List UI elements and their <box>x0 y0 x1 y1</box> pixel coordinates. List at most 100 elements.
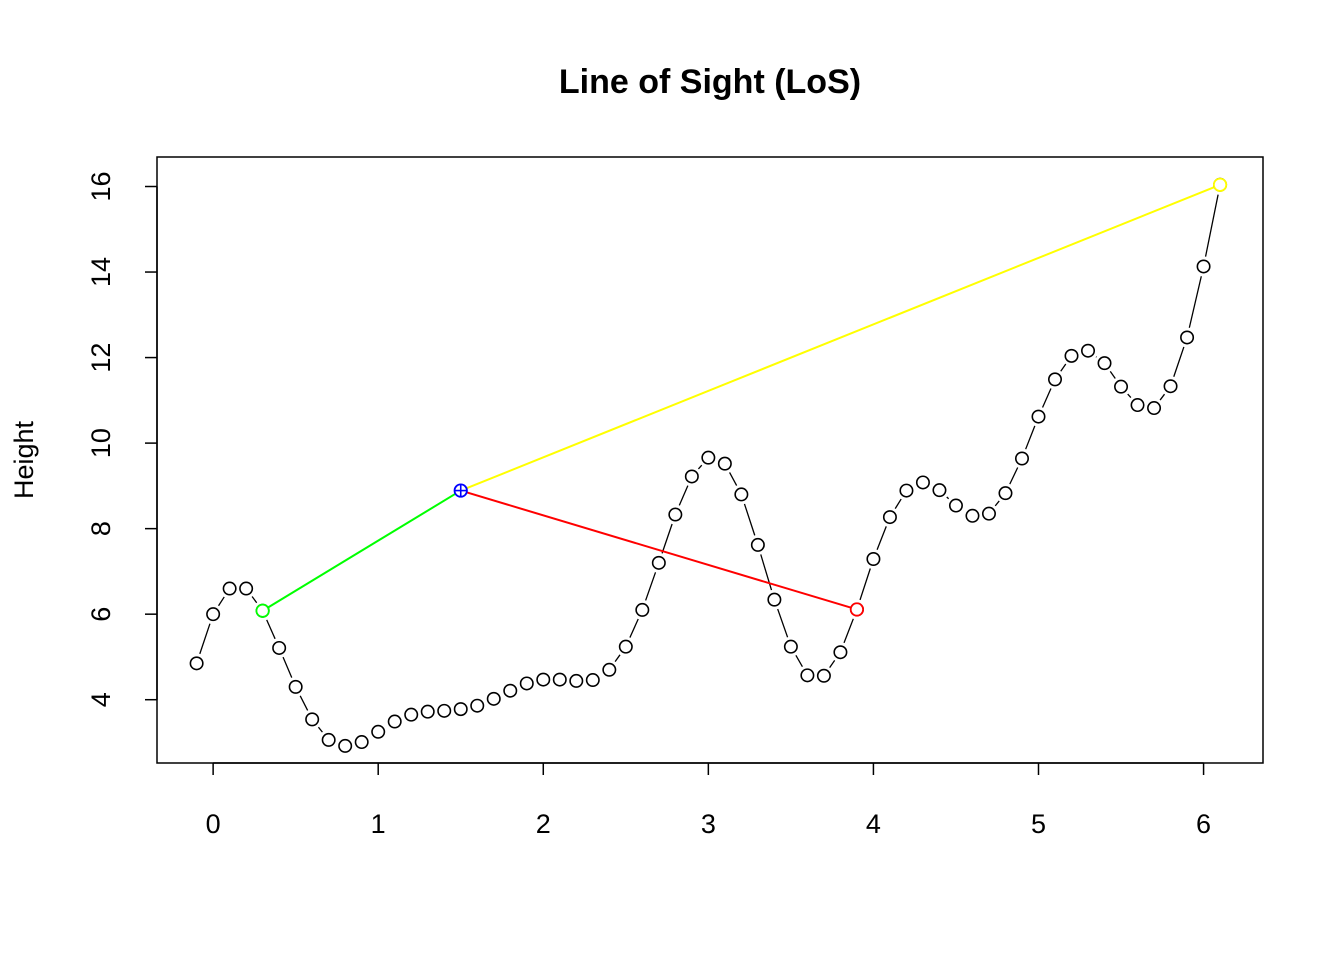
x-tick-label: 4 <box>866 809 881 839</box>
profile-segment <box>282 656 293 678</box>
profile-point <box>189 656 204 671</box>
profile-point <box>932 483 947 498</box>
highlight-point <box>1212 177 1228 192</box>
profile-segment <box>1109 370 1116 379</box>
profile-point <box>998 486 1013 501</box>
profile-point <box>668 507 683 522</box>
profile-point <box>305 712 320 727</box>
profile-segment <box>859 568 871 601</box>
profile-point <box>338 738 353 753</box>
y-tick-label: 16 <box>86 171 116 201</box>
profile-point <box>222 581 237 596</box>
x-tick-label: 5 <box>1031 809 1046 839</box>
profile-segment <box>1025 425 1036 450</box>
y-axis-label: Height <box>9 420 39 499</box>
profile-point <box>387 714 402 729</box>
profile-point <box>569 673 584 688</box>
profile-point <box>1196 259 1211 274</box>
y-tick-label: 12 <box>86 343 116 373</box>
profile-point <box>1130 398 1145 413</box>
profile-point <box>866 552 881 567</box>
profile-point <box>701 450 716 465</box>
profile-point <box>800 668 815 683</box>
profile-point <box>206 607 221 622</box>
profile-segment <box>645 572 657 601</box>
profile-point <box>1081 343 1096 358</box>
profile-segment <box>760 554 773 591</box>
profile-segment <box>678 485 689 506</box>
los-line <box>262 489 462 612</box>
x-tick-label: 6 <box>1196 809 1211 839</box>
x-tick-label: 3 <box>701 809 716 839</box>
line-of-sight-lines <box>262 183 1221 612</box>
highlight-points <box>255 177 1228 618</box>
profile-point <box>833 645 848 660</box>
profile-segment <box>217 596 225 607</box>
profile-segment <box>1009 467 1019 485</box>
x-tick-label: 0 <box>206 809 221 839</box>
profile-point <box>585 673 600 688</box>
y-tick-label: 10 <box>86 428 116 458</box>
profile-point <box>503 683 518 698</box>
profile-segment <box>1159 393 1166 401</box>
profile-segment <box>743 503 756 536</box>
y-tick-label: 14 <box>86 257 116 287</box>
profile-point <box>354 735 369 750</box>
profile-point <box>321 732 336 747</box>
profile-point <box>783 639 798 654</box>
profile-point <box>239 581 254 596</box>
profile-point <box>536 672 551 687</box>
profile-segment <box>697 464 703 470</box>
profile-segment <box>1127 393 1132 399</box>
profile-point <box>635 602 650 617</box>
profile-point <box>486 691 501 706</box>
profile-segment <box>661 523 673 554</box>
profile-point <box>948 498 963 513</box>
profile-point <box>1031 409 1046 424</box>
profile-point <box>1014 451 1029 466</box>
profile-segment <box>614 654 621 663</box>
profile-point <box>882 510 897 525</box>
profile-point <box>1097 356 1112 371</box>
profile-point <box>915 475 930 490</box>
profile-segment <box>1173 346 1185 377</box>
profile-segment <box>251 596 258 604</box>
profile-point <box>1147 401 1162 416</box>
x-tick-label: 1 <box>371 809 386 839</box>
profile-segment <box>894 498 902 509</box>
y-axis: 4 6 8 10 12 14 16 <box>86 171 158 707</box>
profile-segment <box>1041 388 1052 408</box>
profile-point <box>1180 330 1195 345</box>
profile-segment <box>317 726 323 733</box>
los-line <box>460 183 1221 492</box>
profile-segment <box>629 618 639 638</box>
profile-segment <box>199 623 211 655</box>
profile-point <box>981 506 996 521</box>
plot-frame <box>156 156 1264 764</box>
profile-segment <box>729 472 738 486</box>
profile-point <box>618 639 633 654</box>
profile-point <box>602 662 617 677</box>
profile-point <box>750 537 765 552</box>
profile-point <box>1114 379 1129 394</box>
los-line <box>460 489 858 611</box>
profile-point <box>1064 348 1079 363</box>
profile-point <box>288 679 303 694</box>
profile-point <box>272 640 287 655</box>
profile-point <box>767 592 782 607</box>
profile-segment <box>777 608 789 638</box>
profile-point <box>816 668 831 683</box>
profile-point <box>1163 379 1178 394</box>
y-tick-label: 6 <box>86 607 116 622</box>
chart-title: Line of Sight (LoS) <box>559 63 861 101</box>
profile-segment <box>946 496 950 500</box>
profile-point <box>717 456 732 471</box>
profile-point <box>453 702 468 717</box>
profile-point <box>437 703 452 718</box>
y-tick-label: 8 <box>86 521 116 536</box>
y-tick-label: 4 <box>86 692 116 707</box>
profile-point <box>899 483 914 498</box>
profile-point <box>1048 372 1063 387</box>
profile-point <box>684 469 699 484</box>
